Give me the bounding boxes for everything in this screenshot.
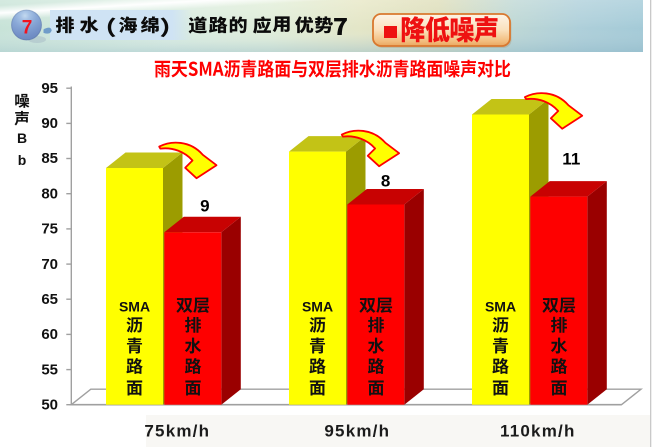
svg-text:11: 11 (562, 149, 580, 168)
svg-text:8: 8 (381, 172, 390, 191)
svg-text:90: 90 (41, 115, 58, 132)
svg-text:80: 80 (41, 185, 58, 202)
svg-text:110km/h: 110km/h (500, 421, 576, 440)
svg-text:70: 70 (41, 256, 58, 273)
svg-text:60: 60 (41, 326, 58, 343)
svg-text:65: 65 (41, 291, 58, 308)
svg-text:7: 7 (22, 18, 33, 39)
svg-text:50: 50 (41, 396, 58, 413)
svg-text:SMA: SMA (302, 298, 333, 314)
svg-text:SMA: SMA (119, 298, 150, 314)
svg-text:SMA: SMA (485, 298, 516, 314)
svg-text:95km/h: 95km/h (324, 421, 390, 440)
svg-text:b: b (18, 152, 27, 168)
svg-text:B: B (17, 130, 27, 146)
svg-text:95: 95 (41, 80, 58, 97)
svg-text:75km/h: 75km/h (144, 421, 210, 440)
svg-text:55: 55 (41, 361, 58, 378)
svg-text:85: 85 (41, 150, 58, 167)
svg-text:9: 9 (200, 197, 209, 216)
svg-text:75: 75 (41, 221, 58, 238)
